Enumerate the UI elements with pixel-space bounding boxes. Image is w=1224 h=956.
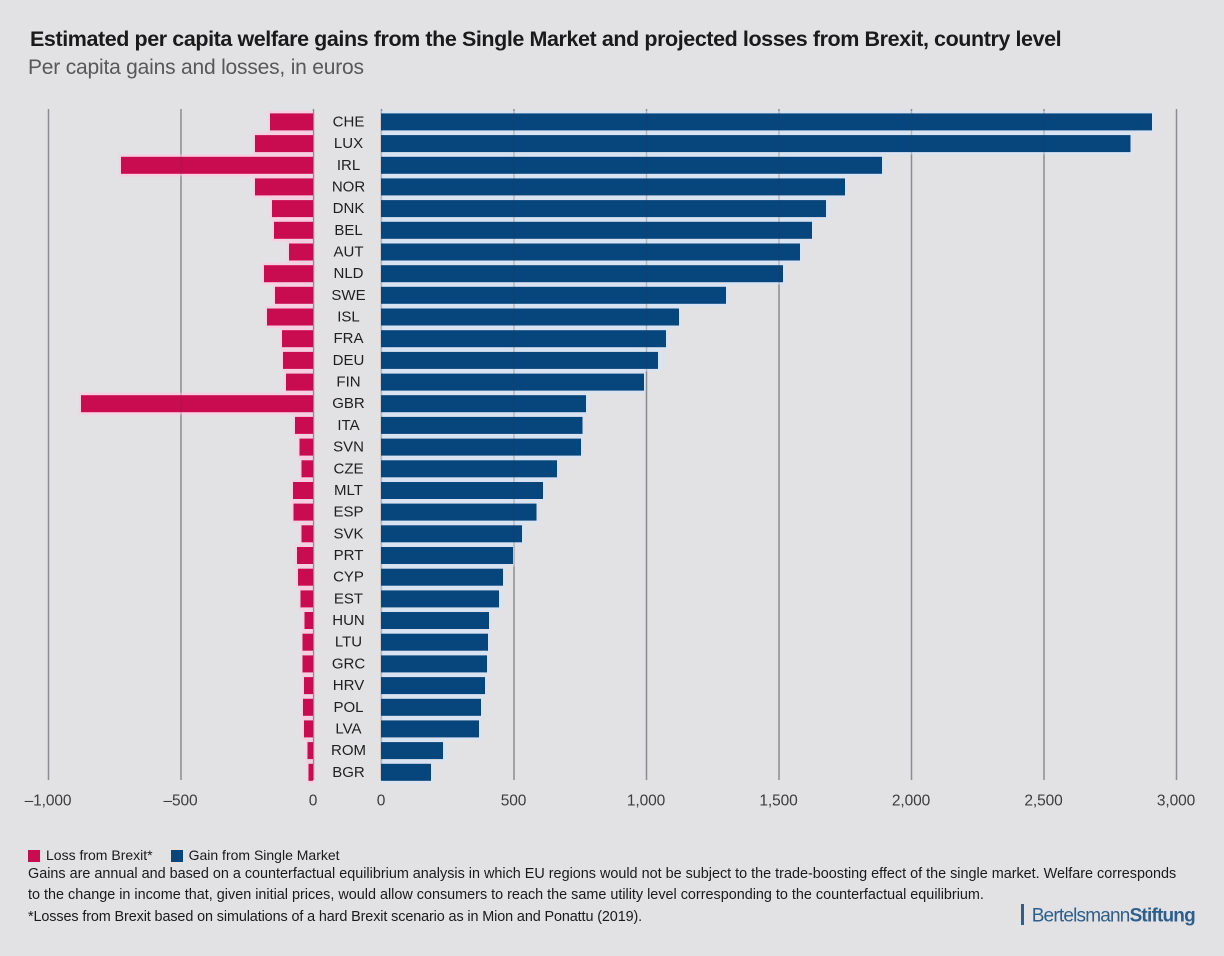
- svg-text:ITA: ITA: [337, 417, 359, 434]
- svg-text:SVK: SVK: [333, 525, 363, 542]
- svg-text:GRC: GRC: [332, 655, 366, 672]
- svg-text:500: 500: [501, 793, 527, 810]
- svg-text:LVA: LVA: [335, 720, 361, 737]
- svg-text:DEU: DEU: [333, 352, 365, 369]
- svg-text:SVN: SVN: [333, 439, 364, 456]
- svg-text:GBR: GBR: [332, 395, 365, 412]
- svg-text:FRA: FRA: [334, 330, 364, 347]
- svg-text:ISL: ISL: [337, 309, 360, 326]
- svg-text:LUX: LUX: [334, 135, 363, 152]
- svg-text:1,000: 1,000: [627, 793, 666, 810]
- svg-text:0: 0: [309, 793, 318, 810]
- svg-text:CZE: CZE: [334, 460, 364, 477]
- svg-text:2,500: 2,500: [1024, 793, 1063, 810]
- svg-text:3,000: 3,000: [1157, 793, 1196, 810]
- svg-text:EST: EST: [334, 590, 363, 607]
- svg-text:HRV: HRV: [333, 677, 364, 694]
- svg-text:ESP: ESP: [333, 504, 363, 521]
- svg-text:CHE: CHE: [333, 113, 365, 130]
- svg-text:2,000: 2,000: [892, 793, 931, 810]
- svg-text:FIN: FIN: [336, 374, 360, 391]
- svg-text:DNK: DNK: [333, 200, 365, 217]
- svg-text:NLD: NLD: [333, 265, 363, 282]
- svg-text:LTU: LTU: [335, 634, 362, 651]
- svg-text:–500: –500: [163, 793, 198, 810]
- svg-text:CYP: CYP: [333, 569, 364, 586]
- svg-text:PRT: PRT: [334, 547, 364, 564]
- svg-text:BEL: BEL: [334, 222, 362, 239]
- svg-text:ROM: ROM: [331, 742, 366, 759]
- svg-text:–1,000: –1,000: [25, 793, 72, 810]
- svg-text:NOR: NOR: [332, 178, 366, 195]
- svg-text:POL: POL: [333, 699, 363, 716]
- svg-text:1,500: 1,500: [759, 793, 798, 810]
- svg-text:BGR: BGR: [332, 764, 365, 781]
- svg-text:IRL: IRL: [337, 157, 360, 174]
- svg-text:MLT: MLT: [334, 482, 363, 499]
- svg-text:0: 0: [377, 793, 386, 810]
- svg-text:HUN: HUN: [332, 612, 365, 629]
- svg-text:AUT: AUT: [334, 244, 364, 261]
- svg-text:SWE: SWE: [331, 287, 365, 304]
